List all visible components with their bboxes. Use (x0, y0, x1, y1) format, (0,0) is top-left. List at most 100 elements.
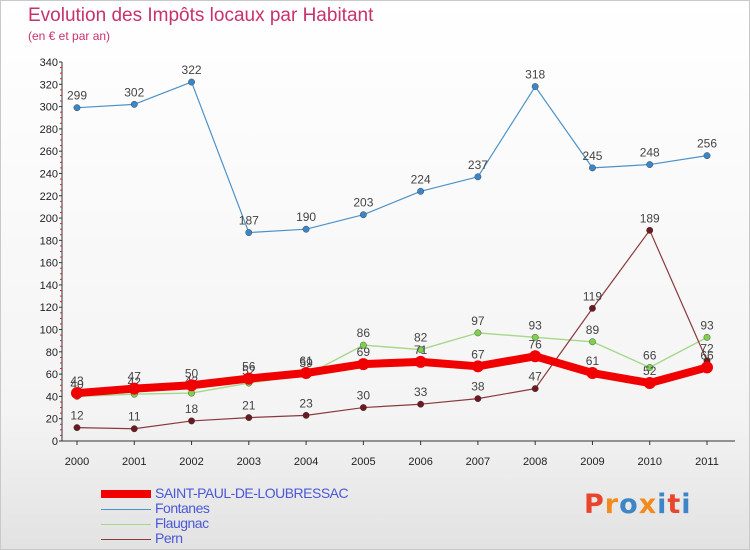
data-point-pern (589, 304, 596, 312)
data-label-fontanes: 187 (239, 214, 259, 228)
data-point-saint-paul-de-loubressac (242, 372, 255, 385)
data-point-flaugnac (359, 341, 367, 349)
data-label-fontanes: 318 (525, 68, 545, 82)
legend-label: Flaugnac (155, 515, 209, 531)
data-label-flaugnac: 93 (700, 318, 714, 332)
logo-letter: t (667, 489, 682, 520)
data-label-fontanes: 256 (697, 137, 717, 151)
x-tick-label: 2009 (580, 456, 604, 468)
legend-swatch (101, 539, 151, 540)
y-tick-label: 260 (40, 146, 58, 158)
y-tick-label: 340 (40, 57, 58, 69)
data-point-saint-paul-de-loubressac (414, 355, 427, 368)
data-point-pern (188, 417, 195, 425)
series-line-fontanes (76, 81, 708, 234)
y-tick-label: 60 (46, 369, 58, 381)
data-point-fontanes (73, 104, 81, 112)
data-label-saint-paul-de-loubressac: 71 (414, 343, 428, 357)
data-label-pern: 11 (128, 410, 141, 424)
y-tick-label: 280 (40, 124, 58, 136)
data-point-fontanes (646, 161, 654, 168)
chart-title: Evolution des Impôts locaux par Habitant (28, 5, 374, 26)
data-point-saint-paul-de-loubressac (529, 350, 542, 363)
data-label-saint-paul-de-loubressac: 61 (586, 354, 600, 368)
legend-label: SAINT-PAUL-DE-LOUBRESSAC (155, 485, 349, 501)
data-label-saint-paul-de-loubressac: 50 (185, 366, 199, 380)
x-tick-label: 2000 (65, 456, 89, 468)
data-label-flaugnac: 59 (299, 356, 313, 370)
y-tick-label: 20 (46, 414, 58, 426)
y-tick-label: 100 (40, 325, 58, 337)
data-point-fontanes (417, 187, 425, 195)
legend-swatch (101, 524, 151, 525)
data-point-fontanes (703, 152, 711, 160)
y-tick-label: 0 (52, 436, 58, 448)
data-label-saint-paul-de-loubressac: 76 (529, 337, 543, 351)
data-label-pern: 18 (185, 402, 199, 416)
y-tick-label: 320 (40, 79, 58, 91)
data-point-fontanes (531, 83, 539, 90)
data-point-pern (359, 404, 367, 411)
data-point-pern (646, 226, 654, 234)
y-tick-label: 220 (40, 191, 58, 203)
data-point-pern (474, 395, 482, 403)
data-point-saint-paul-de-loubressac (586, 367, 599, 380)
data-point-pern (73, 424, 81, 432)
data-point-saint-paul-de-loubressac (128, 382, 141, 395)
x-tick-label: 2011 (695, 456, 719, 468)
data-point-pern (531, 385, 539, 393)
data-label-saint-paul-de-loubressac: 69 (357, 345, 371, 359)
x-tick-label: 2006 (408, 456, 432, 468)
series-line-flaugnac (76, 332, 708, 398)
data-label-flaugnac: 82 (414, 331, 428, 345)
x-tick-label: 2004 (294, 456, 318, 468)
data-label-flaugnac: 40 (70, 377, 84, 391)
data-label-fontanes: 224 (411, 172, 431, 186)
logo-letter: x (638, 489, 658, 520)
data-label-saint-paul-de-loubressac: 66 (700, 348, 714, 362)
logo-letter: o (619, 489, 639, 520)
x-tick-label: 2007 (466, 456, 490, 468)
series-line-saint-paul-de-loubressac (73, 352, 711, 398)
data-label-pern: 30 (357, 389, 371, 403)
series-line-pern (76, 229, 708, 430)
data-point-pern (417, 400, 425, 408)
data-label-pern: 33 (414, 385, 428, 399)
logo-letter: i (657, 489, 668, 520)
data-point-saint-paul-de-loubressac (185, 379, 198, 392)
data-label-pern: 12 (70, 409, 84, 423)
data-label-pern: 23 (299, 396, 313, 410)
y-tick-label: 240 (40, 168, 58, 180)
data-point-fontanes (130, 100, 138, 108)
data-point-flaugnac (703, 333, 711, 341)
data-label-fontanes: 248 (640, 146, 660, 160)
data-point-pern (245, 414, 253, 421)
data-label-flaugnac: 93 (529, 318, 543, 332)
data-label-pern: 119 (583, 289, 602, 303)
legend-label: Pern (155, 530, 183, 546)
data-point-fontanes (188, 78, 195, 86)
y-tick-label: 80 (46, 347, 58, 359)
x-tick-label: 2010 (637, 456, 661, 468)
y-tick-label: 40 (46, 391, 58, 403)
data-point-saint-paul-de-loubressac (357, 358, 370, 371)
logo-letter: r (604, 489, 620, 520)
y-tick-label: 180 (40, 235, 58, 247)
data-label-flaugnac: 86 (357, 326, 371, 340)
data-label-pern: 189 (640, 211, 660, 225)
data-point-fontanes (245, 229, 253, 236)
legend-swatch (101, 490, 151, 498)
data-label-saint-paul-de-loubressac: 67 (471, 347, 485, 361)
data-point-fontanes (302, 225, 310, 233)
data-label-fontanes: 302 (124, 85, 144, 99)
data-label-fontanes: 203 (353, 196, 373, 210)
data-label-fontanes: 322 (182, 63, 202, 77)
chart-subtitle: (en € et par an) (28, 29, 111, 43)
data-label-pern: 47 (529, 370, 543, 384)
data-label-fontanes: 299 (67, 89, 87, 103)
data-label-saint-paul-de-loubressac: 61 (299, 354, 313, 368)
x-tick-label: 2003 (237, 456, 261, 468)
legend-swatch (101, 509, 151, 510)
